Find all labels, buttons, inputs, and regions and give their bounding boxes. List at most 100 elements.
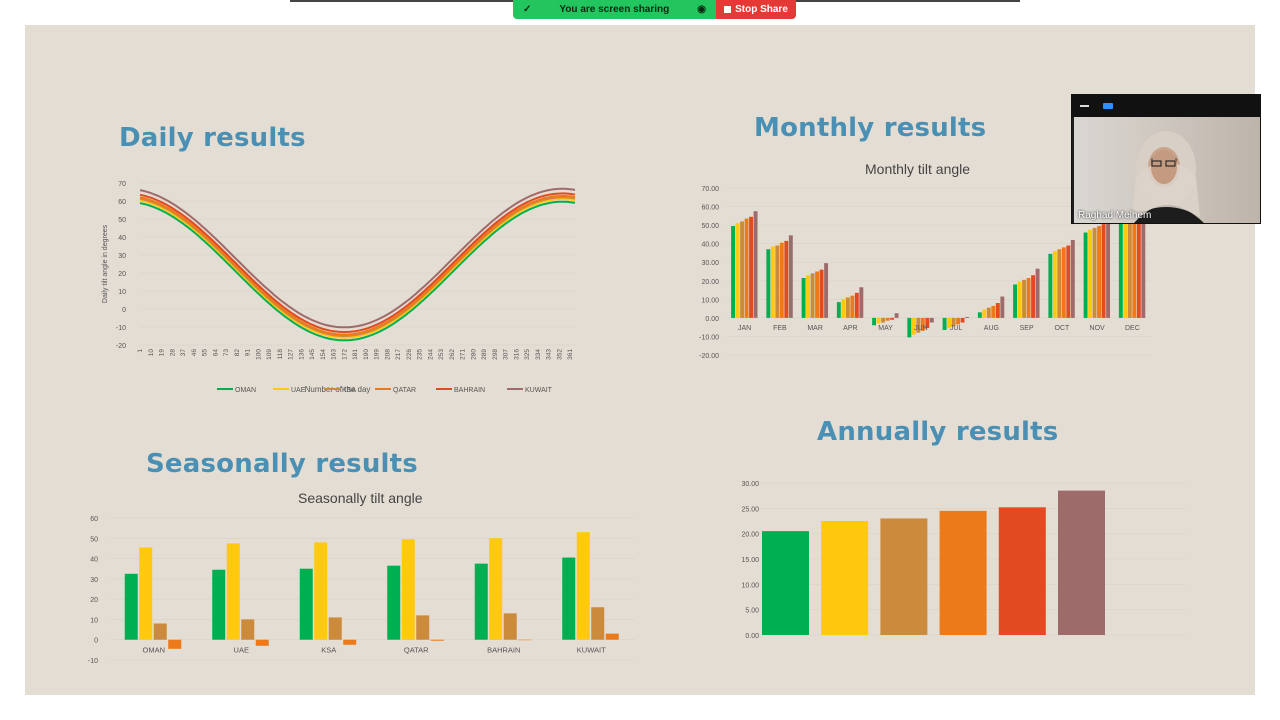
participant-name: Raghad Melhem — [1078, 210, 1152, 221]
seasonal-results-title: Seasonally results — [146, 449, 418, 479]
bar-qatar — [991, 305, 996, 318]
bar-oman — [836, 302, 841, 318]
bar-ksa — [1092, 227, 1097, 318]
x-tick-label: BAHRAIN — [487, 646, 520, 655]
y-tick-label: 40 — [90, 557, 98, 564]
series-line-kuwait — [139, 187, 576, 329]
y-tick-label: -20 — [116, 343, 126, 350]
legend-label: QATAR — [393, 387, 416, 394]
series-line-bahrain — [139, 192, 576, 333]
bar-kuwait — [1070, 239, 1075, 318]
bar-spring — [591, 607, 605, 640]
bar-bahrain — [1066, 245, 1071, 318]
x-tick-label: 262 — [449, 349, 456, 360]
bar-uae — [1088, 229, 1093, 318]
bar-uae — [821, 521, 869, 635]
bar-autumn — [212, 569, 226, 640]
x-tick-label: 172 — [341, 349, 348, 360]
bar-winter — [576, 532, 590, 640]
bar-uae — [841, 299, 846, 318]
bar-autumn — [387, 565, 401, 640]
x-tick-label: UAE — [234, 646, 249, 655]
stop-share-button[interactable]: Stop Share — [716, 0, 796, 19]
bar-uae — [911, 317, 916, 335]
x-tick-label: 244 — [427, 349, 434, 360]
bar-kuwait — [824, 263, 829, 318]
bar-summer — [343, 639, 357, 645]
y-tick-label: 60 — [90, 516, 98, 523]
bar-oman — [907, 317, 912, 338]
bar-bahrain — [784, 240, 789, 318]
bar-kuwait — [1058, 490, 1105, 635]
x-tick-label: 145 — [309, 349, 316, 360]
y-tick-label: 10 — [90, 617, 98, 624]
bar-qatar — [885, 317, 890, 321]
y-tick-label: 50.00 — [701, 223, 719, 230]
bar-bahrain — [925, 317, 930, 329]
daily-results-title: Daily results — [119, 123, 306, 153]
x-tick-label: 289 — [481, 349, 488, 360]
legend-label: BAHRAIN — [454, 387, 485, 394]
bar-bahrain — [1031, 275, 1036, 318]
x-tick-label: MAR — [807, 325, 823, 332]
seasonal-tilt-chart: -10 0 10 20 30 40 50 60 OMAN UAE KSA QATAR BAHRAIN KU… — [88, 516, 635, 665]
bar-oman — [942, 317, 947, 330]
bar-uae — [1123, 219, 1128, 318]
y-tick-label: -10 — [116, 325, 126, 332]
minimize-icon[interactable] — [1080, 105, 1089, 107]
bar-bahrain — [749, 216, 754, 318]
bar-autumn — [562, 557, 576, 640]
bar-uae — [1017, 281, 1022, 318]
bar-kuwait — [753, 211, 758, 318]
monthly-chart-title: Monthly tilt angle — [865, 161, 971, 177]
bar-qatar — [779, 242, 784, 318]
bar-autumn — [474, 563, 488, 640]
x-tick-label: OMAN — [143, 646, 166, 655]
bar-bahrain — [998, 507, 1046, 635]
bar-kuwait — [1035, 268, 1040, 318]
expand-icon[interactable] — [1103, 103, 1113, 109]
series-line-ksa — [139, 196, 576, 337]
y-tick-label: 40 — [118, 235, 126, 242]
bar-winter — [489, 538, 503, 640]
y-tick-label: 70.00 — [701, 186, 719, 193]
seasonal-chart-title: Seasonally tilt angle — [298, 490, 423, 506]
y-tick-label: 60 — [118, 199, 126, 206]
x-tick-label: DEC — [1125, 325, 1140, 332]
bar-winter — [401, 539, 415, 640]
y-tick-label: 10.00 — [701, 297, 719, 304]
video-toolbar — [1072, 95, 1260, 117]
y-tick-label: 30 — [90, 577, 98, 584]
video-thumbnail[interactable]: Raghad Melhem — [1071, 94, 1261, 224]
series-line-oman — [139, 200, 576, 342]
stop-icon — [724, 6, 732, 13]
x-tick-label: JUN — [914, 325, 928, 332]
y-tick-label: 50 — [90, 536, 98, 543]
bar-ksa — [880, 518, 928, 635]
y-tick-label: 0.00 — [705, 316, 719, 323]
x-tick-label: 253 — [438, 349, 445, 360]
x-tick-label: QATAR — [404, 646, 429, 655]
bar-uae — [982, 309, 987, 318]
bar-summer — [605, 633, 619, 640]
x-tick-label: FEB — [773, 325, 787, 332]
y-tick-label: 15.00 — [741, 557, 759, 564]
bar-oman — [1083, 232, 1088, 318]
x-tick-label: 307 — [503, 349, 510, 360]
x-tick-label: 46 — [191, 349, 198, 357]
x-tick-label: 19 — [159, 349, 166, 357]
y-tick-label: 60.00 — [701, 205, 719, 212]
bar-bahrain — [854, 292, 859, 318]
bar-kuwait — [859, 287, 864, 318]
x-tick-label: 118 — [277, 349, 284, 360]
presentation-slide: Daily results Monthly results Seasonally… — [25, 25, 1255, 695]
series-line-qatar — [139, 195, 576, 336]
participant-avatar — [1132, 131, 1204, 223]
share-status-label: You are screen sharing — [559, 4, 670, 15]
bar-kuwait — [1141, 208, 1146, 318]
shield-icon: ◉ — [697, 4, 706, 15]
y-tick-label: 30 — [118, 253, 126, 260]
pen-icon[interactable]: ✓ — [523, 4, 532, 15]
y-tick-label: -20.00 — [699, 353, 719, 360]
bar-spring — [416, 615, 430, 640]
